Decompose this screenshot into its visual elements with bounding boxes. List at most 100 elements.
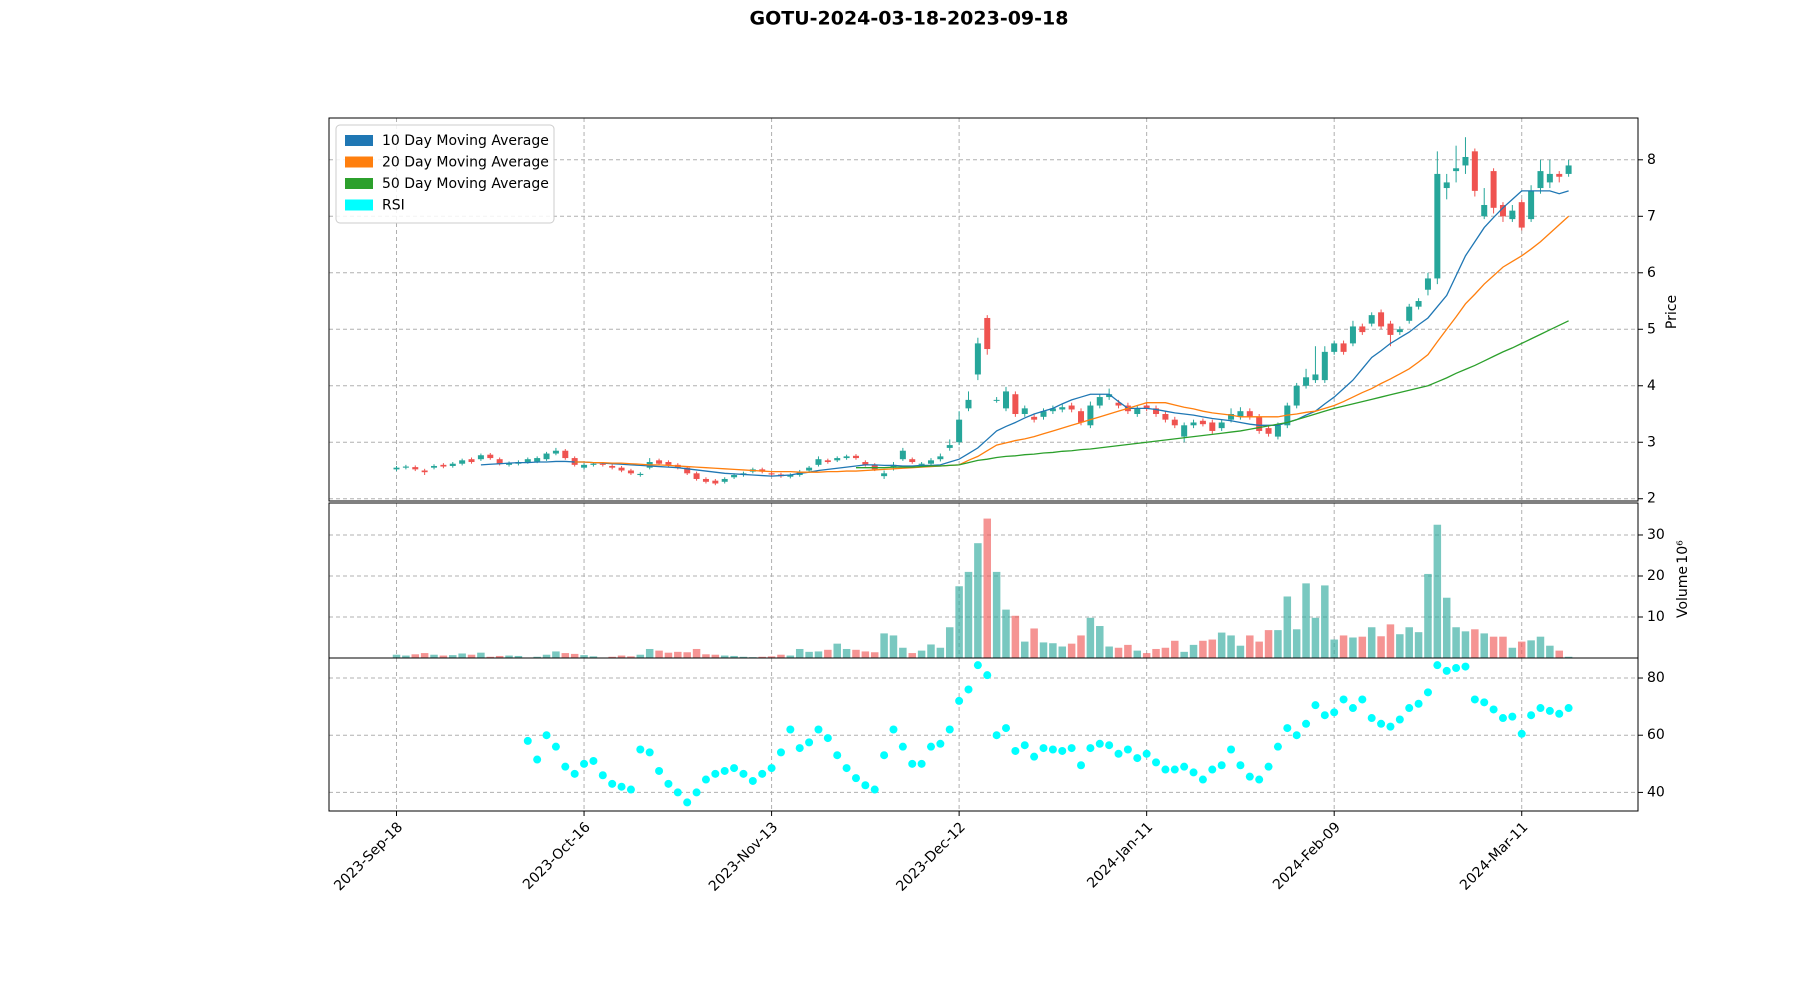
- volume-bar: [645, 648, 654, 658]
- volume-bar: [617, 655, 626, 658]
- candle-body: [1162, 414, 1169, 420]
- volume-bar: [1396, 634, 1404, 658]
- rsi-point: [1133, 754, 1142, 763]
- volume-bar: [870, 652, 879, 658]
- y-tick-label: 7: [1647, 208, 1656, 224]
- candle-body: [1293, 385, 1300, 406]
- candle-body: [862, 462, 869, 465]
- volume-bar: [1499, 636, 1507, 658]
- volume-bar: [589, 656, 598, 658]
- volume-bar: [805, 651, 813, 658]
- y-tick-label: 5: [1647, 321, 1656, 337]
- candle-body: [1115, 402, 1122, 406]
- rsi-point: [1311, 701, 1320, 710]
- candle-body: [1059, 407, 1066, 410]
- legend-box: [335, 124, 555, 224]
- rsi-point: [711, 769, 720, 778]
- volume-bar: [1405, 627, 1413, 658]
- volume-bar: [945, 627, 954, 658]
- volume-bar: [1114, 647, 1123, 658]
- rsi-point: [889, 725, 898, 734]
- candle-body: [1068, 405, 1075, 410]
- rsi-point: [814, 725, 823, 734]
- volume-bar: [1236, 645, 1245, 658]
- plot-frame: [328, 657, 1639, 812]
- candle-body: [702, 478, 709, 482]
- candle-body: [609, 465, 616, 468]
- rsi-point: [1283, 724, 1292, 733]
- volume-bar: [1292, 629, 1301, 658]
- candle-body: [562, 450, 569, 459]
- rsi-point: [1461, 662, 1470, 671]
- y-axis-label: Price: [1664, 295, 1680, 329]
- volume-bar: [1039, 642, 1048, 658]
- candle-body: [1509, 210, 1516, 220]
- volume-bar: [1227, 635, 1235, 658]
- candle-body: [984, 317, 991, 350]
- candle-body: [524, 459, 531, 463]
- candle-body: [449, 463, 456, 466]
- candle-body: [1312, 374, 1319, 381]
- candle-body: [1153, 408, 1160, 415]
- volume-bar: [1424, 573, 1432, 658]
- volume-bar: [1452, 627, 1460, 658]
- candle-body: [712, 480, 719, 484]
- candle-body: [1378, 312, 1385, 327]
- y-tick-label: 30: [1647, 527, 1665, 543]
- volume-bar: [1030, 628, 1038, 658]
- candle-body: [927, 460, 934, 464]
- candle-body: [1331, 343, 1338, 352]
- candle-body: [1499, 204, 1506, 217]
- volume-bar: [627, 656, 635, 658]
- candle-body: [918, 463, 925, 465]
- volume-bar: [1461, 631, 1470, 658]
- rsi-point: [692, 788, 701, 797]
- rsi-point: [1217, 761, 1226, 770]
- candle-body: [1265, 428, 1272, 434]
- rsi-point: [1386, 722, 1395, 731]
- volume-bar: [1517, 641, 1526, 658]
- volume-bar: [1527, 640, 1535, 658]
- volume-bar: [683, 652, 691, 658]
- volume-bar: [1433, 524, 1442, 658]
- volume-bar: [955, 586, 963, 658]
- candle-body: [599, 463, 606, 465]
- candle-body: [477, 455, 484, 460]
- moving-average-line: [855, 320, 1569, 469]
- rsi-point: [908, 759, 917, 768]
- volume-bar: [824, 649, 832, 658]
- candle-body: [581, 464, 588, 468]
- rsi-point: [1161, 765, 1170, 774]
- candle-body: [852, 455, 859, 459]
- rsi-point: [786, 725, 795, 734]
- candle-body: [552, 450, 559, 454]
- volume-bar: [908, 653, 916, 658]
- volume-bar: [664, 652, 673, 658]
- rsi-point: [739, 769, 748, 778]
- volume-bar: [1180, 651, 1188, 658]
- volume-bar: [1161, 647, 1170, 658]
- volume-bar: [964, 571, 973, 658]
- volume-bar: [702, 654, 710, 658]
- candle-body: [1012, 394, 1019, 415]
- candle-body: [627, 470, 634, 474]
- rsi-point: [1030, 752, 1039, 761]
- candle-body: [946, 445, 953, 448]
- candle-body: [534, 458, 541, 462]
- y-tick-label: 8: [1647, 152, 1656, 168]
- rsi-point: [1039, 744, 1048, 753]
- candle-body: [1565, 165, 1572, 174]
- candle-body: [468, 459, 475, 463]
- rsi-point: [861, 781, 870, 790]
- axis-scale-label: 10⁶: [1675, 540, 1691, 564]
- candle-body: [1490, 171, 1497, 208]
- candle-body: [590, 463, 597, 465]
- rsi-point: [1339, 695, 1348, 704]
- candle-body: [665, 462, 672, 465]
- candle-body: [1556, 173, 1563, 177]
- rsi-point: [1002, 724, 1011, 733]
- candle-body: [637, 473, 644, 476]
- candle-body: [543, 453, 550, 460]
- candle-body: [431, 465, 438, 468]
